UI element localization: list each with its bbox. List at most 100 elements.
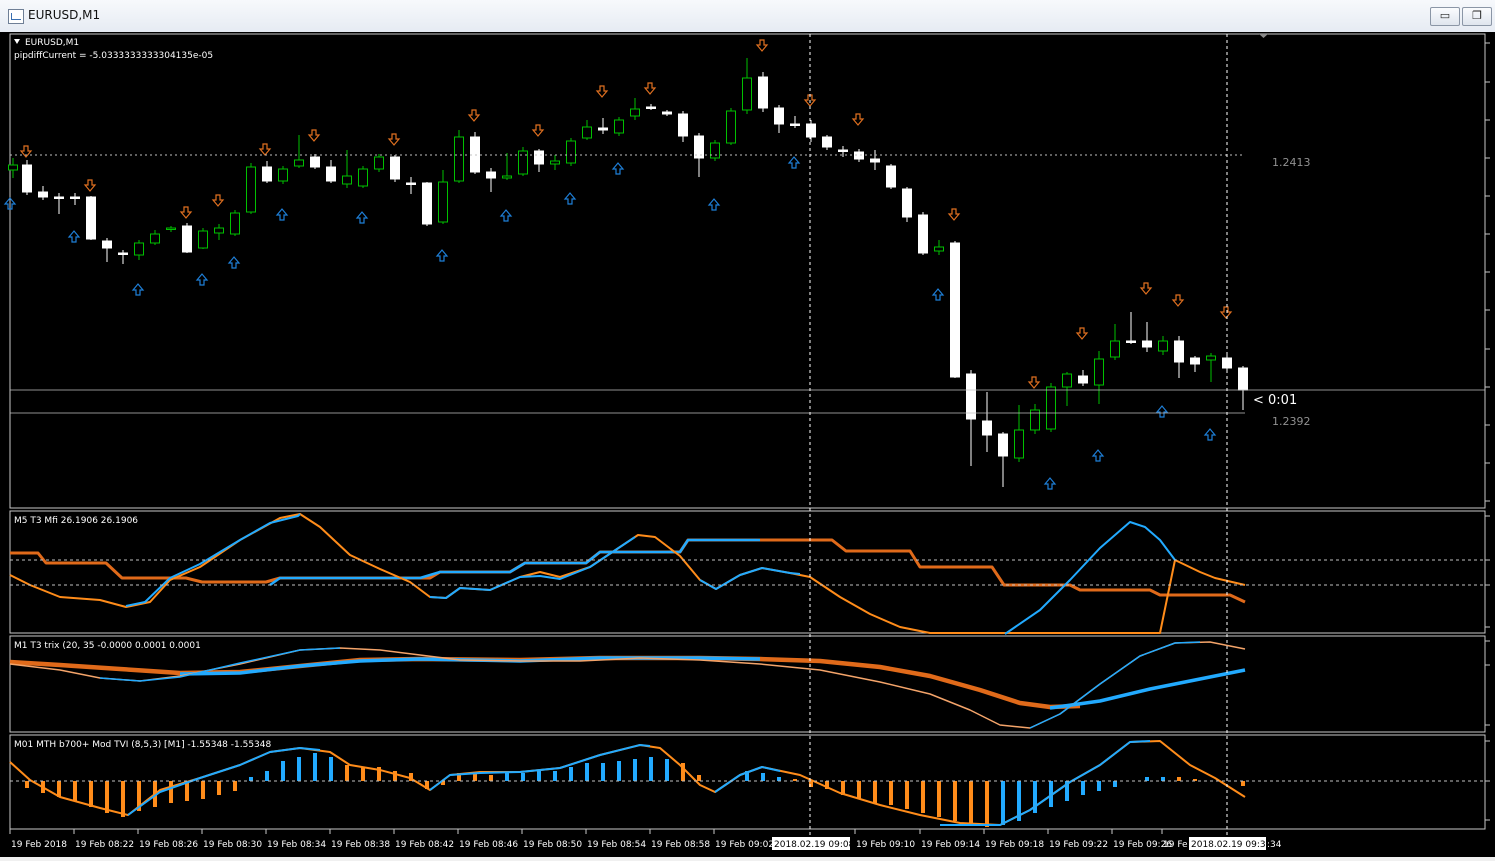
histogram-bar	[217, 781, 221, 795]
histogram-bar	[249, 777, 253, 781]
candlestick	[214, 224, 224, 240]
mfi-title: M5 T3 Mfi 26.1906 26.1906	[14, 516, 138, 526]
tvi-pane[interactable]	[9, 734, 1486, 830]
candlestick	[358, 166, 368, 188]
time-label: 19 Feb 09:22	[1049, 840, 1108, 850]
buy-arrow-icon	[611, 162, 625, 175]
tvi-title: M01 MTH b700+ Mod TVI (8,5,3) [M1] -1.55…	[14, 740, 271, 750]
sell-arrow-icon	[851, 113, 865, 126]
pipdiff-info: pipdiffCurrent = -5.0333333333304135e-05	[14, 51, 213, 61]
candlestick	[710, 140, 720, 161]
mfi-line-blue-3	[699, 567, 801, 590]
sell-arrow-icon	[755, 39, 769, 52]
candlestick	[998, 432, 1008, 487]
time-label: 19 Feb 09:14	[921, 840, 980, 850]
sell-arrow-icon	[947, 208, 961, 221]
candlestick	[646, 104, 656, 110]
time-label: 19 Fe	[1163, 840, 1188, 850]
chart-shift-marker-icon[interactable]	[1259, 34, 1268, 38]
buy-arrow-icon	[227, 256, 241, 269]
histogram-bar	[169, 781, 173, 803]
candlestick	[1174, 336, 1184, 378]
candlestick	[854, 149, 864, 162]
buy-arrow-icon	[131, 283, 145, 296]
candlestick	[486, 168, 496, 192]
histogram-bar	[585, 763, 589, 781]
crosshair-time-label-1: 2018.02.19 09:08	[774, 840, 855, 850]
histogram-bar	[1097, 781, 1101, 791]
histogram-bar	[425, 781, 429, 789]
histogram-bar	[57, 781, 61, 797]
histogram-bar	[1001, 781, 1005, 825]
histogram-bar	[1081, 781, 1085, 795]
sell-arrow-icon	[1139, 282, 1153, 295]
title-bar[interactable]: EURUSD,M1 ▭ ❐	[0, 0, 1495, 33]
time-label: 19 Feb 08:38	[331, 840, 390, 850]
candlestick	[1030, 404, 1040, 434]
histogram-bar	[233, 781, 237, 791]
dropdown-triangle-icon[interactable]	[14, 39, 20, 44]
candlestick	[662, 110, 672, 116]
histogram-bar	[793, 779, 797, 781]
histogram-bar	[521, 773, 525, 781]
sell-arrow-icon	[307, 129, 321, 142]
candlestick	[630, 98, 640, 120]
price-axis[interactable]	[1485, 42, 1490, 821]
candlestick	[38, 186, 48, 200]
candlestick	[1110, 324, 1120, 360]
trix-pane[interactable]	[9, 635, 1486, 733]
histogram-bar	[649, 757, 653, 781]
candlestick	[790, 116, 800, 128]
candlestick	[294, 135, 304, 168]
sell-arrow-icon	[1075, 327, 1089, 340]
candlestick	[870, 150, 880, 170]
histogram-bar	[601, 763, 605, 781]
crosshair-time-label-2: 2018.02.19 09:34	[1191, 840, 1272, 850]
histogram-bar	[1049, 781, 1053, 807]
buy-arrow-icon	[1203, 428, 1217, 441]
candlestick	[182, 223, 192, 253]
minimize-button[interactable]: ▭	[1430, 7, 1460, 26]
candlestick	[150, 230, 160, 245]
symbol-label: EURUSD,M1	[25, 38, 79, 48]
histogram-bar	[905, 781, 909, 809]
trix-thin-blue	[99, 647, 341, 682]
candlestick	[262, 161, 272, 183]
crosshair-time-box-2	[1189, 837, 1266, 850]
trix-thick-blue-2	[1049, 668, 1246, 710]
candlestick	[886, 164, 896, 189]
sell-arrow-icon	[1171, 294, 1185, 307]
candlestick	[54, 193, 64, 214]
time-label: 19 Feb 09:26	[1113, 840, 1172, 850]
mfi-line-orange	[9, 513, 1246, 634]
histogram-bar	[1033, 781, 1037, 813]
histogram-bar	[297, 757, 301, 781]
candlestick	[374, 154, 384, 172]
histogram-bar	[457, 773, 461, 781]
price-low-label: 1.2392	[1272, 415, 1311, 428]
time-label: 19 Feb 09:18	[985, 840, 1044, 850]
candlestick	[278, 166, 288, 184]
candlestick	[454, 130, 464, 183]
mfi-step-line-blue	[269, 538, 760, 587]
histogram-bar	[25, 781, 29, 788]
chart-area[interactable]: EURUSD,M1 pipdiffCurrent = -5.0333333333…	[0, 32, 1495, 857]
candlestick	[678, 111, 688, 142]
time-label: 19 Feb 08:42	[395, 840, 454, 850]
candlestick	[230, 210, 240, 236]
restore-button[interactable]: ❐	[1462, 7, 1492, 26]
histogram-bar	[409, 773, 413, 781]
time-axis[interactable]: 19 Feb 2018 19 Feb 08:22 19 Feb 08:26 19 Fe…	[9, 829, 1188, 850]
candlestick	[582, 120, 592, 140]
histogram-bar	[329, 757, 333, 781]
buy-arrow-icon	[1091, 449, 1105, 462]
histogram-bar	[1161, 777, 1165, 781]
buy-arrow-icon	[931, 288, 945, 301]
time-label: 19 Feb 08:50	[523, 840, 582, 850]
sell-arrow-icon	[643, 82, 657, 95]
histogram-bar	[201, 781, 205, 799]
trix-thin-blue-2	[1029, 641, 1201, 729]
candlestick	[806, 120, 816, 142]
histogram-bar	[121, 781, 125, 817]
candlestick	[966, 370, 976, 466]
